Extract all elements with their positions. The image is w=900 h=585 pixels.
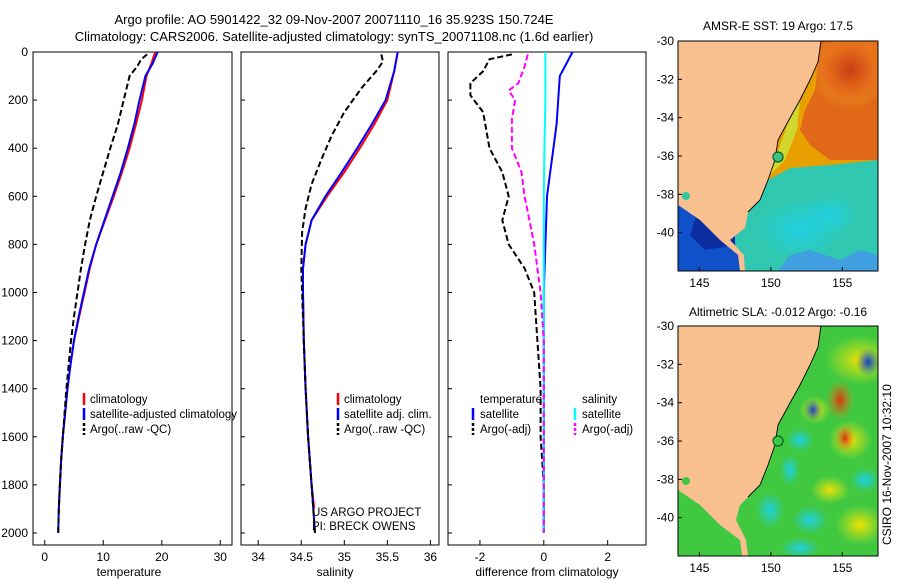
legend-label-satellite: satellite-adjusted climatology [90,409,237,421]
x-tick-label: 36 [424,550,438,564]
map-y-tick-label: -38 [657,472,675,486]
sst-map-title: AMSR-E SST: 19 Argo: 17.5 [703,19,853,33]
difference-lines [469,51,574,533]
difference-legend: temperature satellite Argo(-adj) salinit… [471,394,633,436]
y-tick-label: 200 [8,93,28,107]
difference-axes-box [447,51,647,546]
x-tick-label: 20 [155,550,169,564]
y-tick-label: 1600 [1,430,28,444]
argo-location-marker [772,151,784,163]
salinity-axes-box [240,51,440,546]
project-annotation: US ARGO PROJECT [312,507,421,519]
y-tick-label: 2000 [1,526,28,540]
x-tick-label: 0 [41,550,48,564]
x-tick-label: 34 [252,550,266,564]
series-line [507,54,545,533]
sla-map-title: Altimetric SLA: -0.012 Argo: -0.16 [689,305,867,319]
sst-map-ticks: 145 150 155 -30 -32 -34 -36 -38 -40 [657,34,853,290]
map-y-tick-label: -36 [657,149,675,163]
map-x-tick-label: 150 [761,276,781,290]
legend-label-climatology: climatology [344,394,402,406]
y-tick-label: 400 [8,141,28,155]
y-tick-label: 1800 [1,478,28,492]
map-y-tick-label: -38 [657,187,675,201]
salinity-xlabel: salinity [317,565,354,579]
sla-map-ticks: 145 150 155 -30 -32 -34 -36 -38 -40 [657,319,853,575]
legend-label-temp-satellite: satellite [480,409,519,421]
map-y-tick-label: -34 [657,396,675,410]
x-tick-label: 0 [540,550,547,564]
temperature-lines [57,51,159,534]
difference-ticks: -2 0 2 [448,51,611,564]
salinity-lines [300,51,399,534]
temperature-axes-box [32,51,233,546]
difference-panel: -2 0 2 difference from climatology tempera… [447,51,647,579]
map-x-tick-label: 145 [689,561,709,575]
series-line [57,53,148,534]
x-tick-label: 35.5 [376,550,400,564]
x-tick-label: 30 [214,550,228,564]
argo-location-marker [772,435,784,447]
sst-map-panel: AMSR-E SST: 19 Argo: 17.5 145 150 155 -30 -3… [657,19,879,290]
sla-map-panel: Altimetric SLA: -0.012 Argo: -0.16 [657,305,879,575]
legend-label-sal-argo: Argo(-adj) [582,424,633,436]
side-stamp: CSIRO 16-Nov-2007 10:32:10 [880,384,894,545]
temperature-ticks: 0 10 20 30 0 200 400 600 800 1000 1200 1400 1600 1800… [1,45,227,564]
header-line2: Climatology: CARS2006. Satellite-adjuste… [75,29,594,44]
map-x-tick-label: 155 [832,561,852,575]
temperature-legend: climatology satellite-adjusted climatolo… [82,393,237,436]
legend-label-climatology: climatology [90,394,148,406]
map-y-tick-label: -32 [657,357,675,371]
map-y-tick-label: -34 [657,111,675,125]
legend-title-temperature: temperature [480,394,542,406]
y-tick-label: 600 [8,189,28,203]
map-y-tick-label: -40 [657,511,675,525]
sla-map-image [678,326,878,556]
salinity-panel: 34 34.5 35 35.5 36 salinity climatology sate… [240,51,440,579]
x-tick-label: -2 [475,550,486,564]
map-y-tick-label: -32 [657,72,675,86]
map-y-tick-label: -30 [657,34,675,48]
x-tick-label: 2 [604,550,611,564]
y-tick-label: 0 [21,45,28,59]
legend-label-temp-argo: Argo(-adj) [480,424,531,436]
salinity-legend: climatology satellite adj. clim. Argo(..… [336,393,432,436]
header-line1: Argo profile: AO 5901422_32 09-Nov-2007 … [115,12,554,27]
x-tick-label: 34.5 [290,550,314,564]
temperature-panel: 0 10 20 30 0 200 400 600 800 1000 1200 1400 1600 1800… [1,45,237,579]
series-line [300,54,385,534]
x-tick-label: 10 [97,550,111,564]
x-tick-label: 35 [338,550,352,564]
map-y-tick-label: -36 [657,434,675,448]
legend-label-satellite: satellite adj. clim. [344,409,432,421]
map-x-tick-label: 150 [761,561,781,575]
y-tick-label: 1400 [1,382,28,396]
y-tick-label: 800 [8,237,28,251]
y-tick-label: 1000 [1,285,28,299]
difference-xlabel: difference from climatology [475,565,618,579]
legend-label-sal-satellite: satellite [582,409,621,421]
temperature-xlabel: temperature [97,565,162,579]
legend-label-argo: Argo(..raw -QC) [90,424,171,436]
pi-annotation: PI: BRECK OWENS [312,521,416,533]
map-y-tick-label: -40 [657,226,675,240]
map-x-tick-label: 155 [832,276,852,290]
legend-title-salinity: salinity [582,394,617,406]
y-tick-label: 1200 [1,334,28,348]
legend-label-argo: Argo(..raw -QC) [344,424,425,436]
sst-map-image [678,41,878,271]
map-y-tick-label: -30 [657,319,675,333]
map-x-tick-label: 145 [689,276,709,290]
salinity-ticks: 34 34.5 35 35.5 36 [241,51,438,564]
